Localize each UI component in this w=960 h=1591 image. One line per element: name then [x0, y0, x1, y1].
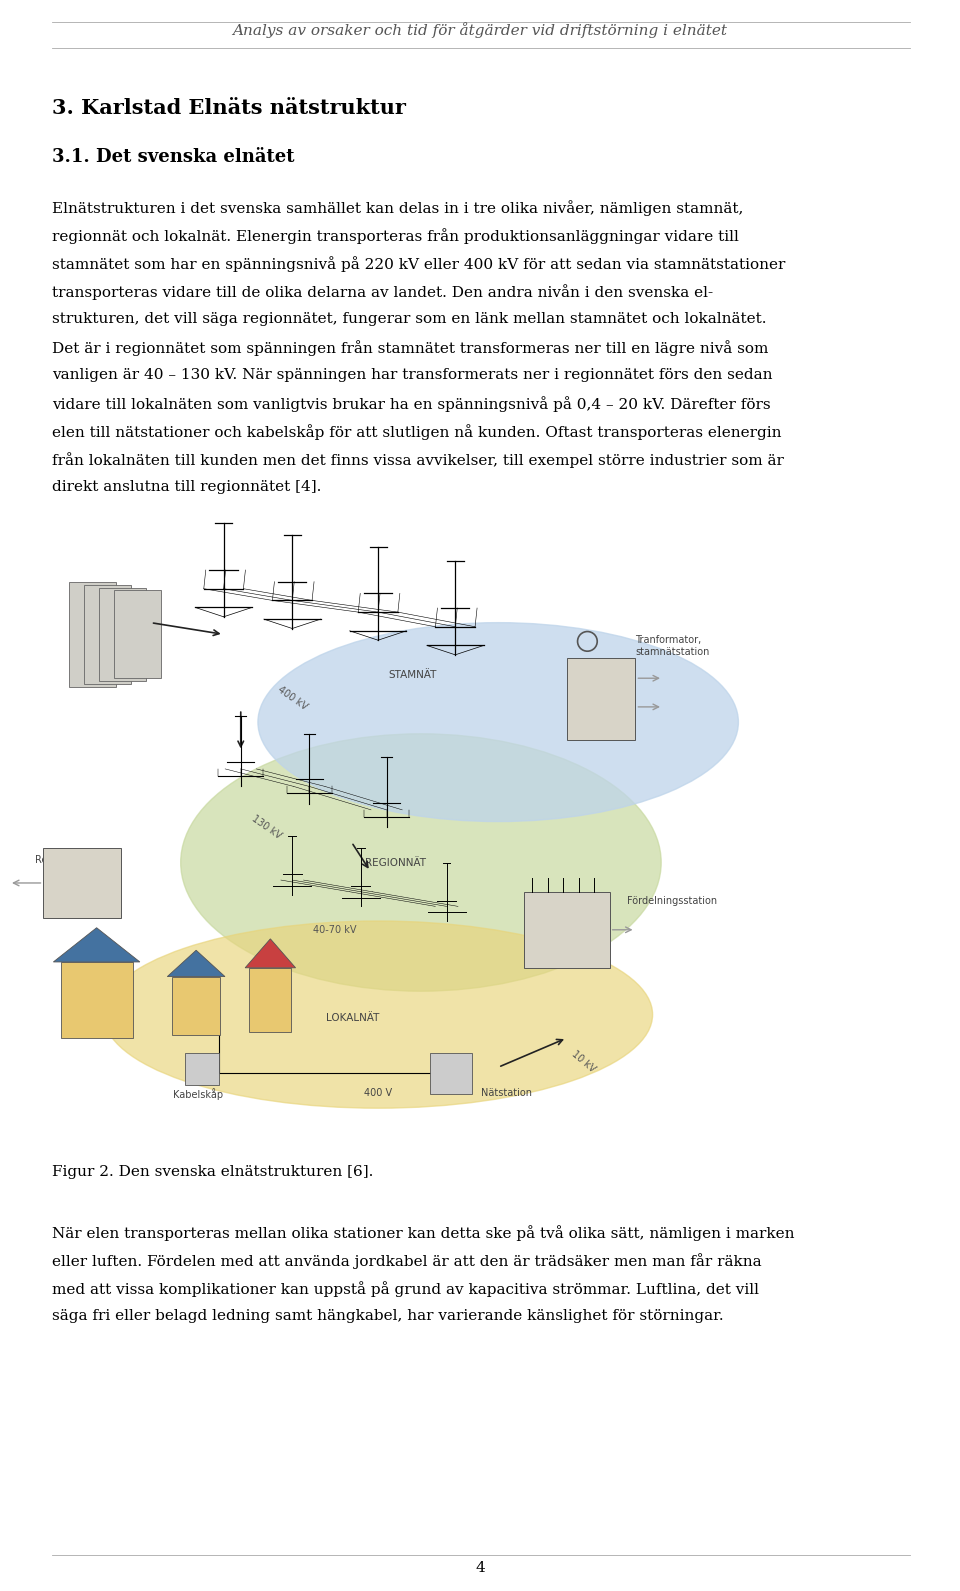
Text: Analys av orsaker och tid för åtgärder vid driftstörning i elnätet: Analys av orsaker och tid för åtgärder v…	[232, 22, 728, 38]
Bar	[429, 1053, 472, 1093]
Text: 400 kV: 400 kV	[276, 684, 309, 713]
Bar	[566, 657, 636, 740]
Text: med att vissa komplikationer kan uppstå på grund av kapacitiva strömmar. Luftlin: med att vissa komplikationer kan uppstå …	[52, 1281, 759, 1297]
Ellipse shape	[258, 622, 738, 821]
Text: Figur 2. Den svenska elnätstrukturen [6].: Figur 2. Den svenska elnätstrukturen [6]…	[52, 1165, 373, 1179]
Text: elen till nätstationer och kabelskåp för att slutligen nå kunden. Oftast transpo: elen till nätstationer och kabelskåp för…	[52, 423, 781, 439]
Text: Tranformator,
stamnätstation: Tranformator, stamnätstation	[636, 635, 709, 657]
Text: Elnätstrukturen i det svenska samhället kan delas in i tre olika nivåer, nämlige: Elnätstrukturen i det svenska samhället …	[52, 200, 743, 216]
Text: vidare till lokalnäten som vanligtvis brukar ha en spänningsnivå på 0,4 – 20 kV.: vidare till lokalnäten som vanligtvis br…	[52, 396, 771, 412]
Text: När elen transporteras mellan olika stationer kan detta ske på två olika sätt, n: När elen transporteras mellan olika stat…	[52, 1225, 795, 1241]
Text: direkt anslutna till regionnätet [4].: direkt anslutna till regionnätet [4].	[52, 480, 322, 493]
Text: 10 kV: 10 kV	[570, 1048, 598, 1074]
Bar	[84, 584, 132, 684]
Text: transporteras vidare till de olika delarna av landet. Den andra nivån i den sven: transporteras vidare till de olika delar…	[52, 285, 713, 299]
Ellipse shape	[180, 733, 661, 991]
Bar	[69, 582, 116, 687]
Ellipse shape	[104, 921, 653, 1109]
Polygon shape	[167, 950, 225, 977]
Text: 3. Karlstad Elnäts nätstruktur: 3. Karlstad Elnäts nätstruktur	[52, 99, 406, 118]
Text: 130 kV: 130 kV	[250, 813, 283, 842]
Bar	[99, 587, 146, 681]
Bar	[172, 977, 220, 1036]
Text: strukturen, det vill säga regionnätet, fungerar som en länk mellan stamnätet och: strukturen, det vill säga regionnätet, f…	[52, 312, 766, 326]
Bar	[250, 967, 292, 1033]
Text: Kabelskåp: Kabelskåp	[173, 1088, 223, 1099]
Bar	[114, 590, 161, 678]
Text: stamnätet som har en spänningsnivå på 220 kV eller 400 kV för att sedan via stam: stamnätet som har en spänningsnivå på 22…	[52, 256, 785, 272]
Text: från lokalnäten till kunden men det finns vissa avvikelser, till exempel större : från lokalnäten till kunden men det finn…	[52, 452, 784, 468]
Bar	[60, 963, 132, 1037]
Text: REGIONNÄT: REGIONNÄT	[365, 858, 425, 867]
Text: regionnät och lokalnät. Elenergin transporteras från produktionsanläggningar vid: regionnät och lokalnät. Elenergin transp…	[52, 228, 739, 243]
Text: säga fri eller belagd ledning samt hängkabel, har varierande känslighet för stör: säga fri eller belagd ledning samt hängk…	[52, 1309, 724, 1324]
Text: eller luften. Fördelen med att använda jordkabel är att den är trädsäker men man: eller luften. Fördelen med att använda j…	[52, 1254, 761, 1270]
Text: vanligen är 40 – 130 kV. När spänningen har transformerats ner i regionnätet för: vanligen är 40 – 130 kV. När spänningen …	[52, 368, 773, 382]
Text: Det är i regionnätet som spänningen från stamnätet transformeras ner till en läg: Det är i regionnätet som spänningen från…	[52, 340, 768, 356]
Bar	[524, 891, 610, 967]
Text: 3.1. Det svenska elnätet: 3.1. Det svenska elnätet	[52, 148, 295, 165]
Bar	[43, 848, 121, 918]
Text: Regionstation: Regionstation	[35, 854, 102, 864]
Bar	[185, 1053, 219, 1085]
Text: 400 V: 400 V	[364, 1088, 392, 1098]
Text: Nätstation: Nätstation	[481, 1088, 532, 1098]
Text: STAMNÄT: STAMNÄT	[388, 670, 437, 681]
Text: Fördelningsstation: Fördelningsstation	[627, 896, 717, 905]
Text: 40-70 kV: 40-70 kV	[313, 924, 357, 936]
Text: LOKALNÄT: LOKALNÄT	[325, 1012, 379, 1023]
Polygon shape	[245, 939, 296, 967]
Text: 4: 4	[475, 1561, 485, 1575]
Polygon shape	[54, 928, 140, 963]
